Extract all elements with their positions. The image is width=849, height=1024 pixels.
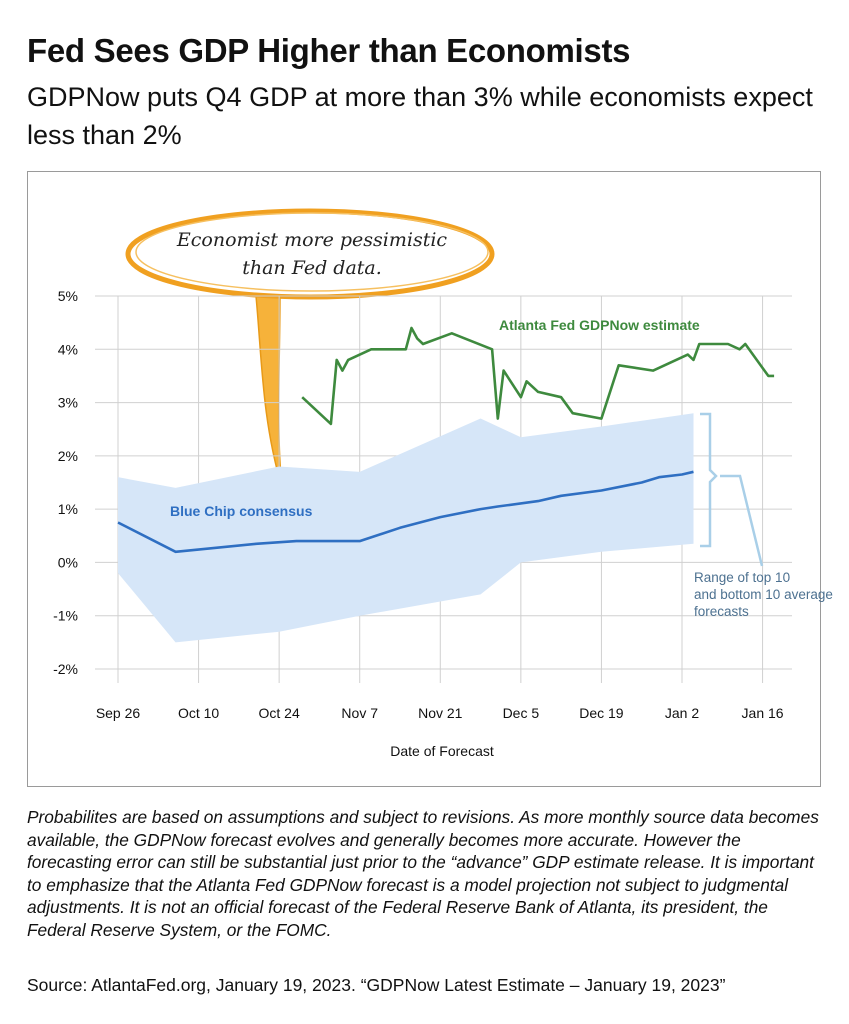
x-axis-ticks: Sep 26 Oct 10 Oct 24 Nov 7 Nov 21 Dec 5 Dec 19… — [96, 705, 784, 721]
callout-pointer — [255, 292, 283, 489]
x-tick-label: Nov 7 — [341, 705, 378, 721]
bluechip-series-label: Blue Chip consensus — [170, 503, 313, 519]
bluechip-line — [117, 470, 694, 554]
y-tick-label: -1% — [53, 608, 78, 624]
source-note: Source: AtlantaFed.org, January 19, 2023… — [27, 975, 726, 995]
x-tick-label: Nov 21 — [418, 705, 463, 721]
x-axis-label: Date of Forecast — [390, 743, 494, 759]
range-annotation-line: forecasts — [694, 604, 749, 619]
y-tick-label: -2% — [53, 661, 78, 677]
x-tick-label: Jan 16 — [742, 705, 784, 721]
chart-subtitle: GDPNow puts Q4 GDP at more than 3% while… — [27, 82, 813, 150]
y-tick-label: 3% — [58, 395, 78, 411]
x-tick-label: Jan 2 — [665, 705, 699, 721]
range-bracket-leader — [720, 474, 764, 567]
callout-text-line2: than Fed data. — [242, 257, 382, 279]
range-annotation-line: and bottom 10 average — [694, 587, 833, 602]
chart-svg: Economist more pessimistic than Fed data… — [53, 208, 833, 759]
y-axis-ticks: 5% 4% 3% 2% 1% 0% -1% -2% — [53, 288, 78, 677]
callout-text-line1: Economist more pessimistic — [176, 229, 448, 251]
y-tick-label: 5% — [58, 288, 78, 304]
forecast-range-band — [118, 413, 694, 643]
range-bracket — [700, 412, 764, 567]
callout-bubble — [125, 208, 495, 300]
x-tick-label: Dec 19 — [579, 705, 624, 721]
y-tick-label: 1% — [58, 501, 78, 517]
x-tick-label: Oct 10 — [178, 705, 219, 721]
y-tick-label: 2% — [58, 448, 78, 464]
x-tick-label: Sep 26 — [96, 705, 141, 721]
range-annotation: Range of top 10 and bottom 10 average fore… — [694, 570, 833, 619]
callout-bubble-inner-stroke — [135, 212, 489, 292]
forecast-range-area — [118, 413, 694, 643]
range-bracket-brace — [700, 412, 718, 548]
series-lines — [117, 326, 775, 554]
gdpnow-series-label: Atlanta Fed GDPNow estimate — [499, 317, 700, 333]
range-annotation-line: Range of top 10 — [694, 570, 790, 585]
chart-title: Fed Sees GDP Higher than Economists — [27, 32, 631, 69]
footnote: Probabilites are based on assumptions an… — [27, 807, 819, 940]
y-tick-label: 0% — [58, 554, 78, 570]
x-tick-label: Dec 5 — [503, 705, 540, 721]
gdpnow-line — [301, 326, 775, 426]
chart-frame — [27, 171, 821, 787]
y-tick-label: 4% — [58, 341, 78, 357]
x-tick-label: Oct 24 — [259, 705, 300, 721]
